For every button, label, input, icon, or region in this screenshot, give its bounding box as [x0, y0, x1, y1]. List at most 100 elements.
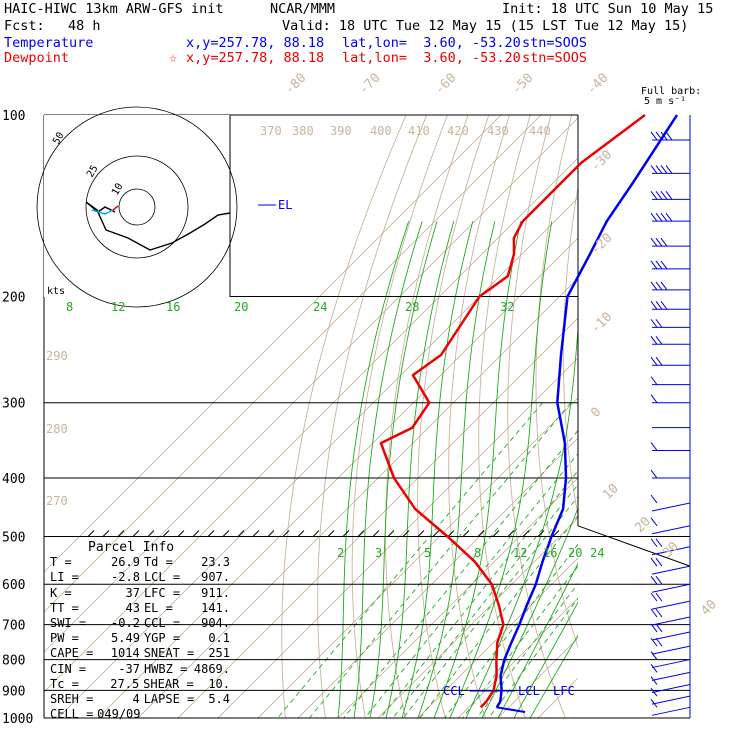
wind-barb — [651, 645, 691, 655]
isobar-tick — [507, 530, 515, 537]
barb-legend-line2: 5 m s⁻¹ — [644, 96, 687, 107]
wind-barb-flag — [655, 165, 663, 174]
wind-barb-flag — [655, 191, 663, 200]
wind-barb-flag — [650, 319, 658, 328]
wind-barb-flag — [665, 165, 673, 174]
parcel-cell: HWBZ = — [143, 661, 188, 676]
parcel-cell: SWI = — [50, 616, 87, 631]
parcel-row: K = 37 LFC = 911. — [50, 586, 230, 601]
wind-barb — [651, 525, 691, 535]
pressure-label: 1000 — [2, 712, 33, 727]
wind-barb-flag — [655, 592, 663, 602]
mixing-label: 5 — [424, 546, 431, 560]
temperature-stn: stn=SOOS — [522, 35, 588, 51]
isobar-tick — [282, 530, 290, 537]
isotherm-line — [44, 157, 578, 693]
mixing-label: 2 — [337, 546, 344, 560]
wind-barb-flag — [665, 212, 673, 222]
isotherm-line — [44, 115, 502, 573]
isobar-tick — [402, 530, 410, 537]
moist-adiabat-line — [529, 634, 578, 718]
theta-label: 430 — [487, 124, 509, 138]
wind-barb-flag — [660, 131, 668, 141]
parcel-cell: YGP = — [143, 631, 181, 646]
moist-adiabat-line — [433, 221, 522, 718]
parcel-path — [496, 706, 526, 713]
wind-barb-flag — [655, 319, 663, 328]
wind-barb-flag — [665, 191, 673, 200]
dry-adiabat-line — [281, 115, 407, 718]
wind-barb-flag — [650, 442, 658, 451]
mixing-label: 16 — [543, 546, 557, 560]
wind-barb-flag — [650, 651, 658, 660]
moist-adiabat-line — [369, 221, 438, 718]
wind-barb-flag — [655, 557, 663, 567]
wind-barb-flag — [660, 300, 668, 310]
wind-barb-flag — [655, 356, 663, 366]
wind-barb-flag — [655, 637, 663, 647]
parcel-cell — [145, 707, 194, 722]
parcel-cell: K = — [50, 585, 72, 600]
wind-barb — [651, 659, 691, 669]
parcel-cell: CIN = — [50, 661, 87, 676]
isobar-tick — [552, 530, 560, 537]
parcel-cell: 049/09 — [97, 707, 141, 722]
parcel-row: Tc = 27.5 SHEAR = 10. — [50, 677, 230, 692]
dry-adiabat-line — [385, 115, 469, 718]
moist-adiabat-line — [497, 562, 578, 718]
isotherm-line — [297, 437, 578, 718]
moist-adiabat-line — [353, 221, 423, 718]
pressure-label: 200 — [2, 291, 25, 306]
wind-barb-flag — [650, 260, 658, 270]
isotherm-line — [217, 357, 578, 718]
isobar-tick — [387, 530, 395, 537]
theta-label: 440 — [529, 124, 551, 138]
isotherm-line — [417, 557, 578, 718]
parcel-cell: -0.2 — [111, 616, 140, 631]
wind-barb-flag — [650, 517, 658, 527]
theta-label: 400 — [370, 124, 392, 138]
isobar-tick — [477, 530, 485, 537]
wind-barb-flag — [650, 356, 658, 366]
isobar-tick — [342, 530, 350, 537]
parcel-cell: PW = — [50, 631, 79, 646]
isotherm-label: -30 — [588, 148, 615, 175]
parcel-cell: 5.49 — [111, 631, 140, 646]
isobar-tick — [447, 530, 455, 537]
wind-barb — [651, 631, 691, 641]
isobar-tick — [462, 530, 470, 537]
parcel-cell: 141. — [201, 600, 230, 615]
wind-barb-flag — [660, 237, 668, 247]
pressure-label: 700 — [2, 619, 25, 634]
parcel-cell: TT = — [50, 600, 79, 615]
isobar-tick — [357, 530, 365, 537]
wind-barb — [651, 583, 691, 593]
isotherm-line — [137, 277, 578, 718]
temperature-profile — [495, 114, 679, 708]
isobar-tick — [312, 530, 320, 537]
mixing-label: 3 — [375, 546, 382, 560]
moist-adiabat-line — [513, 601, 578, 718]
isotherm-line — [44, 117, 578, 653]
isobar-tick — [432, 530, 440, 537]
parcel-cell: CELL = — [50, 707, 94, 722]
isobar-tick — [177, 530, 185, 537]
wind-barb-flag — [660, 260, 668, 270]
wind-barb-flag — [650, 191, 658, 200]
wind-barb — [651, 546, 691, 556]
wind-barb-flag — [650, 165, 658, 174]
wind-barb-flag — [650, 237, 658, 247]
wind-barb-flag — [650, 592, 658, 602]
hodograph-ring-label: 25 — [85, 164, 101, 180]
hodograph-ring — [118, 188, 156, 226]
parcel-cell: SNEAT = — [143, 646, 195, 661]
dry-adiabat-line — [590, 115, 686, 718]
dry-adiabat-line — [448, 115, 510, 718]
parcel-cell: EL = — [143, 600, 173, 615]
pressure-label: 800 — [2, 654, 25, 669]
isobar-tick — [522, 530, 530, 537]
dry-adiabat-line — [535, 115, 578, 649]
parcel-row: T = 26.9 Td = 23.3 — [50, 555, 230, 570]
parcel-cell: 27.5 — [110, 676, 140, 691]
